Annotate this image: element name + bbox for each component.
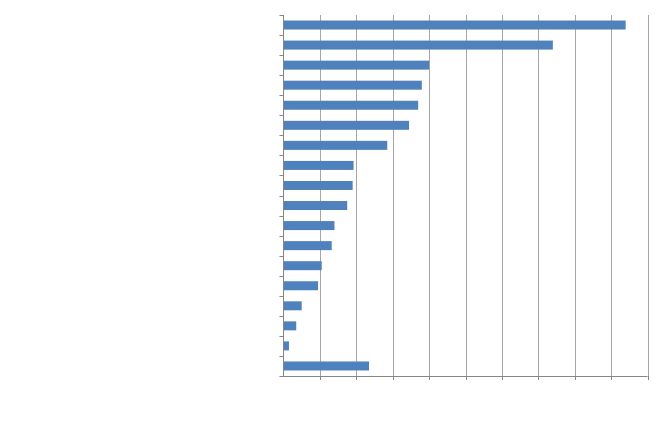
gridlines: [320, 15, 649, 376]
bar-7: [283, 160, 354, 170]
bar-8: [283, 180, 353, 190]
bar-6: [283, 140, 388, 150]
bar-10: [283, 221, 335, 231]
bar-15: [283, 321, 297, 331]
bar-9: [283, 201, 348, 211]
axes: [279, 15, 649, 380]
bars: [283, 20, 626, 371]
bar-16: [283, 341, 289, 351]
bar-5: [283, 120, 410, 130]
bar-3: [283, 80, 422, 90]
bar-0: [283, 20, 626, 30]
bar-14: [283, 301, 302, 311]
bar-1: [283, 40, 553, 50]
bar-17: [283, 361, 370, 371]
bar-11: [283, 241, 332, 251]
bar-12: [283, 261, 322, 271]
bar-2: [283, 60, 430, 70]
bar-4: [283, 100, 419, 110]
bar-13: [283, 281, 319, 291]
